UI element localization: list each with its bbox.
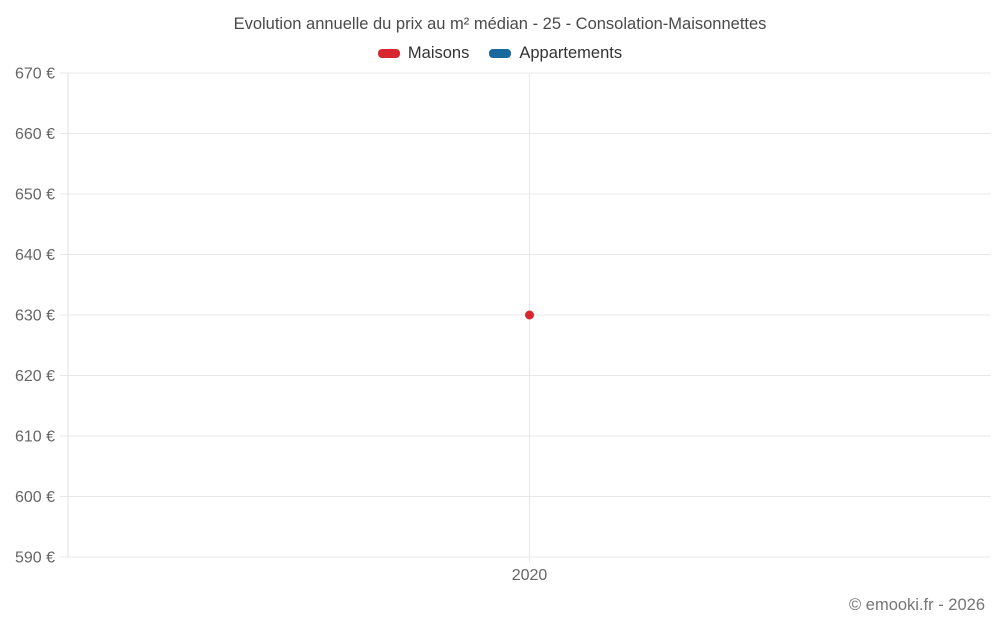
y-axis-tick-label: 670 € <box>15 66 55 83</box>
chart-legend: Maisons Appartements <box>0 44 1000 63</box>
legend-label: Maisons <box>407 44 470 62</box>
y-axis-tick-label: 640 € <box>15 247 55 264</box>
legend-swatch-icon <box>489 49 512 58</box>
legend-label: Appartements <box>519 44 623 62</box>
data-point-maisons[interactable] <box>525 310 534 320</box>
y-axis-tick-label: 620 € <box>15 368 55 385</box>
y-axis-tick-label: 590 € <box>15 550 55 567</box>
y-axis-tick-label: 650 € <box>15 187 55 204</box>
y-axis-tick-label: 600 € <box>15 489 55 506</box>
x-axis-tick-label: 2020 <box>512 567 548 584</box>
chart-title: Evolution annuelle du prix au m² médian … <box>233 15 767 33</box>
legend-item-appartements[interactable]: Appartements <box>489 44 622 63</box>
y-axis-tick-label: 660 € <box>15 126 55 143</box>
y-axis-tick-label: 610 € <box>15 429 55 446</box>
copyright-credit: © emooki.fr - 2026 <box>849 596 985 614</box>
y-axis-tick-label: 630 € <box>15 308 55 325</box>
legend-item-maisons[interactable]: Maisons <box>377 44 470 63</box>
legend-swatch-icon <box>377 49 400 58</box>
